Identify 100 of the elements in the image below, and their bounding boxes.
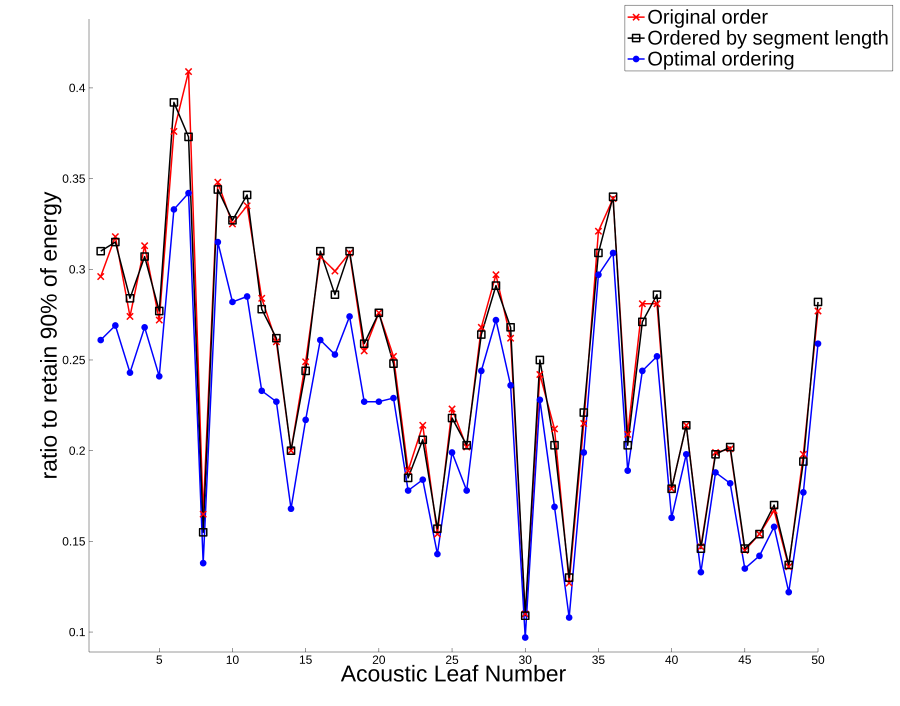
point [639, 368, 646, 374]
point [390, 394, 397, 402]
point [170, 98, 178, 107]
point [434, 550, 441, 558]
point [170, 128, 178, 136]
point [96, 272, 105, 280]
point [580, 449, 588, 456]
point [448, 405, 456, 413]
point [814, 340, 822, 347]
point [242, 190, 252, 200]
point [301, 366, 310, 376]
point [653, 300, 661, 308]
point [506, 322, 515, 332]
point [228, 220, 236, 228]
point [610, 250, 616, 256]
point [668, 514, 675, 522]
point [448, 449, 456, 456]
point [288, 505, 294, 512]
point [712, 448, 720, 456]
point [638, 300, 646, 308]
x-tick-label: 50 [812, 656, 824, 664]
point [257, 304, 266, 314]
point [345, 246, 354, 256]
point [244, 293, 250, 300]
y-tick-label: 0.1 [69, 628, 85, 636]
point [97, 336, 104, 344]
point [316, 252, 324, 261]
y-axis-title: ratio to retain 90% of energy [40, 192, 62, 478]
point [492, 270, 500, 279]
point [185, 190, 192, 196]
point [272, 334, 281, 343]
point [330, 290, 340, 300]
point [200, 560, 207, 566]
point [346, 249, 354, 257]
x-tick-label: 35 [592, 656, 605, 664]
point [462, 443, 471, 451]
point [638, 318, 647, 326]
point [433, 530, 442, 538]
point [740, 546, 749, 554]
point [184, 68, 192, 76]
point [624, 430, 632, 438]
point [652, 290, 662, 300]
x-tick-label: 5 [156, 656, 162, 664]
point [155, 316, 164, 324]
y-tick-label: 0.35 [62, 174, 85, 183]
point [258, 294, 266, 302]
point [213, 185, 222, 194]
point [595, 271, 602, 278]
point [492, 281, 500, 290]
x-tick-label: 20 [372, 656, 386, 664]
point [477, 323, 486, 332]
legend-label: Optimal ordering [648, 51, 794, 70]
point [564, 573, 574, 582]
point [712, 469, 719, 476]
point [492, 316, 500, 324]
point [770, 524, 778, 530]
point [140, 242, 149, 250]
point [184, 132, 193, 142]
point [332, 351, 338, 358]
legend-label: Ordered by segment length [648, 30, 888, 49]
point [229, 298, 236, 306]
point [140, 252, 149, 261]
point [156, 372, 163, 380]
point [785, 588, 792, 596]
point [346, 313, 353, 320]
x-tick-label: 25 [446, 656, 458, 664]
point [360, 339, 369, 348]
point [594, 227, 602, 236]
point [273, 398, 280, 406]
point [111, 232, 120, 241]
point [390, 352, 398, 360]
point [302, 416, 309, 424]
point [316, 246, 325, 256]
point [740, 544, 750, 553]
point [214, 178, 222, 186]
point [360, 398, 368, 406]
point [126, 294, 134, 303]
point [228, 216, 237, 225]
point [418, 435, 428, 444]
point [623, 440, 632, 450]
point [536, 370, 544, 378]
point [214, 238, 222, 246]
point [506, 334, 515, 342]
point [170, 206, 178, 213]
point [419, 476, 426, 484]
point [111, 238, 120, 246]
point [682, 450, 690, 458]
point [799, 450, 808, 458]
point [770, 506, 778, 514]
point [609, 194, 617, 202]
point [126, 312, 134, 320]
point [521, 610, 530, 618]
point [96, 246, 106, 256]
point [243, 202, 252, 210]
point [199, 510, 208, 518]
point [594, 248, 603, 258]
point [550, 440, 559, 450]
point [433, 524, 442, 533]
point [462, 440, 472, 450]
y-tick-label: 0.15 [62, 537, 85, 546]
